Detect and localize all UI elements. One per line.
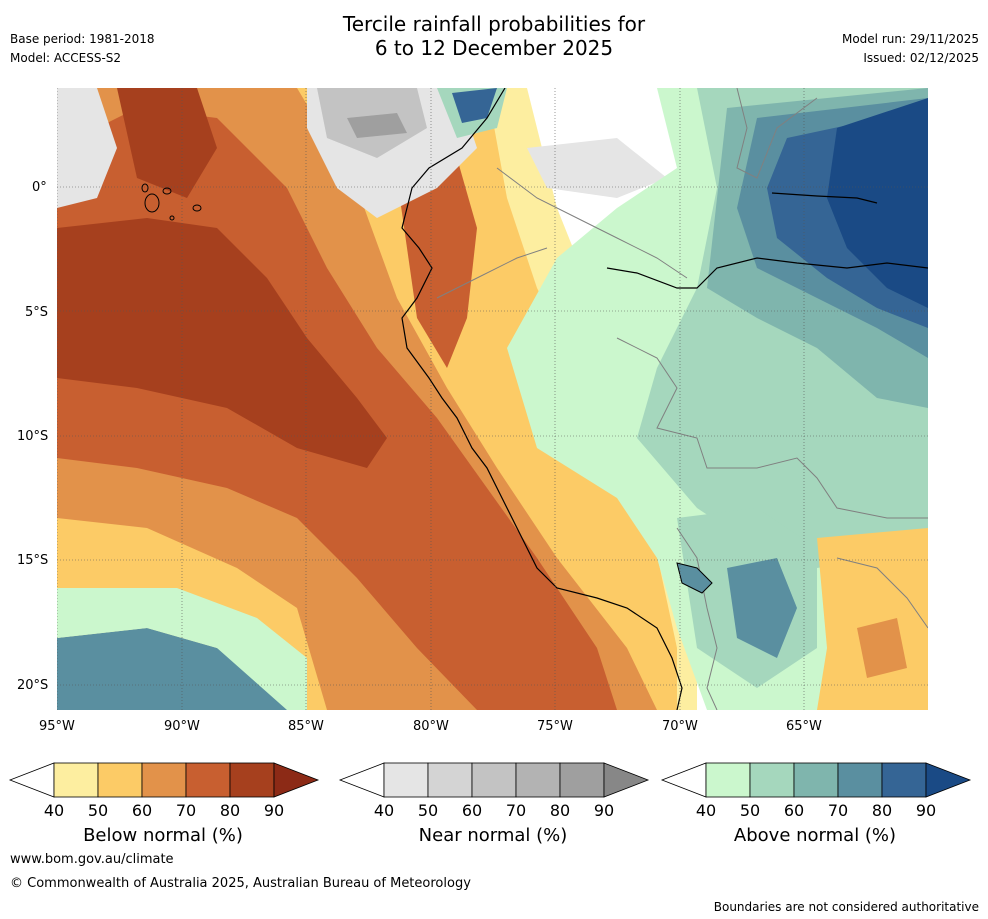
colorbar-tick-label: 50 xyxy=(87,801,109,820)
title-line-1: Tercile rainfall probabilities for xyxy=(342,12,646,36)
below-normal-region-80 xyxy=(57,218,387,468)
legend-label-below: Below normal (%) xyxy=(83,825,243,846)
above-normal-region-north-coast-80 xyxy=(452,88,497,123)
disclaimer-text: Boundaries are not considered authoritat… xyxy=(713,900,979,914)
colorbar-segment xyxy=(141,762,187,798)
colorbar-extend-high xyxy=(603,762,650,798)
colorbar-extend-low xyxy=(8,762,55,798)
legend-label-near: Near normal (%) xyxy=(418,825,568,846)
below-normal-region-se xyxy=(817,528,928,710)
colorbar-tick-label: 60 xyxy=(461,801,483,820)
near-normal-region-north xyxy=(527,138,667,198)
page-title: Tercile rainfall probabilities for 6 to … xyxy=(0,12,988,60)
colorbar-tick-label: 70 xyxy=(505,801,527,820)
colorbar-tick-label: 90 xyxy=(915,801,937,820)
colorbar-segment xyxy=(705,762,751,798)
colorbars xyxy=(8,762,972,798)
below-normal-region-se-60 xyxy=(857,618,907,678)
copyright-text: © Commonwealth of Australia 2025, Austra… xyxy=(10,876,471,891)
lat-label-5s: 5°S xyxy=(25,305,49,320)
website-link[interactable]: www.bom.gov.au/climate xyxy=(10,852,174,867)
colorbar-segment xyxy=(559,762,605,798)
coastline xyxy=(401,88,683,710)
colorbar-tick-label: 70 xyxy=(175,801,197,820)
lon-label-85w: 85°W xyxy=(288,719,324,734)
lon-label-75w: 75°W xyxy=(537,719,573,734)
near-normal-region-ocean-nw xyxy=(57,88,117,208)
lat-label-20s: 20°S xyxy=(17,678,49,693)
lat-label-15s: 15°S xyxy=(17,553,49,568)
colorbar-above xyxy=(660,762,972,798)
colorbar-extend-high xyxy=(925,762,972,798)
country-borders xyxy=(436,88,928,710)
issued-text: Issued: 02/12/2025 xyxy=(863,51,979,65)
near-normal-region-80 xyxy=(347,113,407,138)
colorbar-tick-label: 40 xyxy=(695,801,717,820)
colorbar-below xyxy=(8,762,320,798)
below-normal-region-80b xyxy=(117,88,217,198)
above-normal-region-se-ocean-40 xyxy=(57,588,307,710)
colorbar-tick-label: 60 xyxy=(783,801,805,820)
colorbar-tick-label: 70 xyxy=(827,801,849,820)
colorbar-tick-label: 60 xyxy=(131,801,153,820)
colorbar-segment xyxy=(185,762,231,798)
colorbar-tick-label: 90 xyxy=(593,801,615,820)
colorbar-segment xyxy=(793,762,839,798)
colorbar-tick-label: 50 xyxy=(417,801,439,820)
colorbar-tick-label: 40 xyxy=(373,801,395,820)
amazon-upper xyxy=(771,192,878,204)
lon-label-65w: 65°W xyxy=(786,719,822,734)
colorbar-segment xyxy=(383,762,429,798)
colorbar-segment xyxy=(515,762,561,798)
colorbar-tick-label: 90 xyxy=(263,801,285,820)
colorbar-segment xyxy=(97,762,143,798)
colorbar-segment xyxy=(471,762,517,798)
probability-map xyxy=(57,88,928,710)
above-normal-region-south-70 xyxy=(727,558,797,658)
colorbar-near xyxy=(338,762,650,798)
base-period-text: Base period: 1981-2018 xyxy=(10,32,155,46)
lon-label-80w: 80°W xyxy=(413,719,449,734)
colorbar-extend-low xyxy=(338,762,385,798)
lon-label-90w: 90°W xyxy=(164,719,200,734)
colorbar-extend-high xyxy=(273,762,320,798)
colorbar-tick-label: 80 xyxy=(219,801,241,820)
map-canvas xyxy=(57,88,928,710)
colorbar-segment xyxy=(53,762,99,798)
galapagos-islands xyxy=(141,183,202,221)
colorbar-segment xyxy=(427,762,473,798)
below-normal-region-coast xyxy=(397,158,477,368)
colorbar-segment xyxy=(229,762,275,798)
colorbar-extend-low xyxy=(660,762,707,798)
colorbar-tick-label: 40 xyxy=(43,801,65,820)
map-grid xyxy=(57,88,928,710)
lake-titicaca xyxy=(676,562,713,594)
colorbar-segment xyxy=(749,762,795,798)
above-normal-region-90 xyxy=(827,98,928,308)
lon-label-70w: 70°W xyxy=(662,719,698,734)
model-run-text: Model run: 29/11/2025 xyxy=(841,32,979,46)
colorbar-tick-label: 80 xyxy=(871,801,893,820)
title-line-2: 6 to 12 December 2025 xyxy=(374,36,614,60)
above-normal-region-se-ocean xyxy=(57,628,297,710)
legend-label-above: Above normal (%) xyxy=(733,825,897,846)
colorbar-tick-label: 80 xyxy=(549,801,571,820)
colorbar-segment xyxy=(837,762,883,798)
lat-label-0: 0° xyxy=(32,180,47,195)
lon-label-95w: 95°W xyxy=(39,719,75,734)
amazon-river xyxy=(606,257,928,289)
model-text: Model: ACCESS-S2 xyxy=(10,51,122,65)
colorbar-tick-label: 50 xyxy=(739,801,761,820)
colorbar-segment xyxy=(881,762,927,798)
lat-label-10s: 10°S xyxy=(17,429,49,444)
